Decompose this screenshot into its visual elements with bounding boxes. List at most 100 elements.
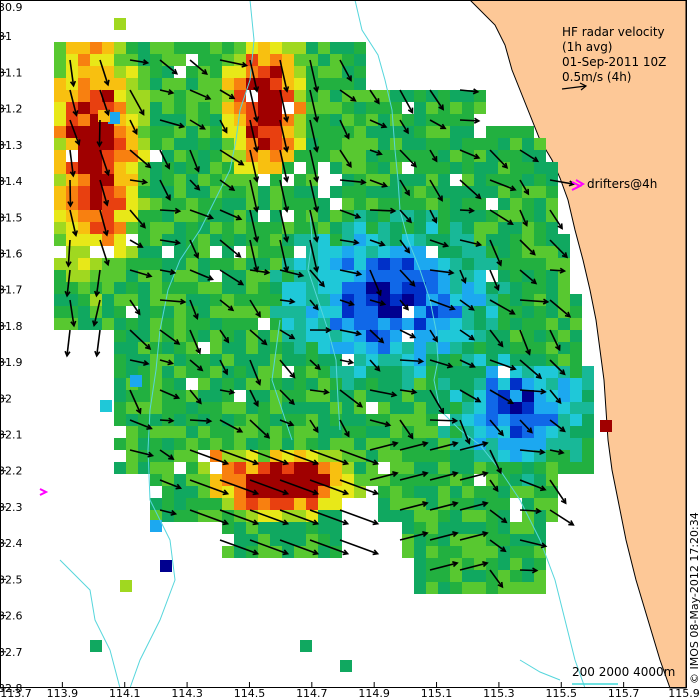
velocity-arrow: [219, 239, 241, 258]
velocity-cell: [546, 294, 558, 306]
velocity-arrow: [219, 119, 228, 133]
velocity-cell: [510, 534, 522, 546]
velocity-arrowhead: [141, 178, 149, 185]
velocity-arrow: [189, 389, 202, 404]
velocity-arrow: [549, 449, 564, 454]
velocity-cell: [318, 402, 330, 414]
velocity-cell: [354, 198, 366, 210]
velocity-cell: [354, 54, 366, 66]
velocity-arrow: [489, 269, 500, 290]
velocity-arrowhead: [539, 448, 546, 456]
velocity-cell: [330, 330, 342, 342]
velocity-arrow: [339, 269, 361, 276]
velocity-cell: [306, 318, 318, 330]
velocity-arrowhead: [173, 393, 181, 400]
velocity-cell: [150, 414, 162, 426]
velocity-arrowhead: [346, 75, 352, 82]
velocity-cell: [558, 342, 570, 354]
velocity-arrowhead: [372, 489, 380, 496]
velocity-cell: [498, 330, 510, 342]
velocity-cell: [342, 102, 354, 114]
velocity-cell: [342, 246, 354, 258]
velocity-cell: [330, 534, 342, 546]
velocity-cell: [306, 390, 318, 402]
velocity-arrow: [339, 179, 366, 184]
velocity-cell: [270, 270, 282, 282]
velocity-cell: [558, 282, 570, 294]
velocity-cell: [426, 570, 438, 582]
velocity-cell: [438, 90, 450, 102]
velocity-cell: [510, 330, 522, 342]
velocity-cell: [510, 342, 522, 354]
velocity-arrow: [159, 89, 173, 94]
velocity-cell: [450, 342, 462, 354]
velocity-arrowhead: [525, 349, 531, 356]
velocity-cell: [438, 462, 450, 474]
velocity-arrow: [129, 269, 152, 278]
velocity-cell: [198, 258, 210, 270]
velocity-cell: [114, 342, 126, 354]
velocity-cell: [174, 246, 186, 258]
velocity-cell: [294, 90, 306, 102]
velocity-cell: [582, 414, 594, 426]
velocity-cell: [174, 126, 186, 138]
velocity-cell: [174, 390, 186, 402]
velocity-cell: [570, 318, 582, 330]
velocity-arrow: [519, 149, 539, 162]
velocity-arrowhead: [235, 214, 243, 221]
velocity-cell: [546, 306, 558, 318]
velocity-arrow: [399, 359, 423, 363]
velocity-cell: [126, 186, 138, 198]
velocity-cell: [378, 102, 390, 114]
velocity-cell: [414, 486, 426, 498]
velocity-cell: [114, 210, 126, 222]
velocity-cell: [354, 390, 366, 402]
velocity-cell: [90, 198, 102, 210]
velocity-cell: [306, 498, 318, 510]
velocity-cell: [426, 582, 438, 594]
velocity-arrowhead: [496, 260, 503, 267]
velocity-cell: [330, 186, 342, 198]
velocity-arrowhead: [482, 471, 489, 478]
velocity-arrow: [279, 179, 288, 212]
velocity-arrowhead: [451, 417, 459, 424]
velocity-cell: [354, 66, 366, 78]
velocity-cell: [174, 78, 186, 90]
velocity-cell: [330, 258, 342, 270]
velocity-cell: [270, 186, 282, 198]
velocity-cell: [402, 534, 414, 546]
velocity-cell: [414, 306, 426, 318]
velocity-arrow: [159, 329, 180, 345]
velocity-cell: [210, 498, 222, 510]
velocity-cell: [426, 270, 438, 282]
velocity-cell: [546, 438, 558, 450]
velocity-cell: [138, 198, 150, 210]
velocity-arrow: [549, 239, 568, 258]
velocity-cell: [270, 426, 282, 438]
velocity-arrowhead: [510, 185, 517, 192]
velocity-cell: [414, 342, 426, 354]
velocity-cell: [402, 222, 414, 234]
velocity-cell: [150, 402, 162, 414]
velocity-cell: [162, 486, 174, 498]
velocity-arrowhead: [440, 123, 447, 130]
velocity-arrowhead: [252, 519, 260, 526]
velocity-arrowhead: [173, 338, 181, 345]
velocity-cell: [498, 318, 510, 330]
velocity-cell: [402, 474, 414, 486]
velocity-arrowhead: [69, 170, 76, 178]
velocity-arrow: [279, 239, 288, 272]
velocity-cell: [186, 462, 198, 474]
velocity-cell: [378, 306, 390, 318]
velocity-cell: [246, 294, 258, 306]
velocity-arrowhead: [468, 207, 476, 214]
velocity-arrowhead: [468, 334, 476, 341]
velocity-arrow: [549, 179, 574, 185]
velocity-cell: [438, 318, 450, 330]
velocity-cell: [126, 318, 138, 330]
velocity-arrowhead: [134, 309, 141, 316]
velocity-cell: [54, 210, 66, 222]
velocity-cell: [318, 306, 330, 318]
drifter-marker-west: [39, 488, 49, 496]
velocity-cell: [570, 330, 582, 342]
